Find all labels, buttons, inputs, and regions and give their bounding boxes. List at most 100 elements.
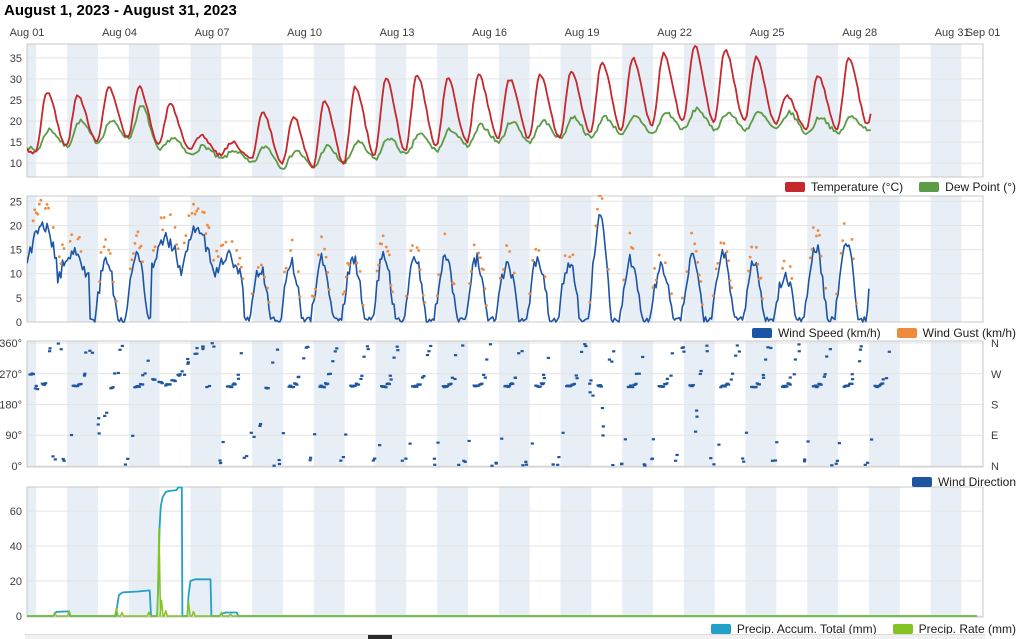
legend-swatch <box>785 181 806 192</box>
wind-gust-dot <box>296 270 300 274</box>
x-tick-label: Aug 10 <box>287 27 322 39</box>
wind-direction-dot <box>665 382 669 385</box>
legend-item[interactable]: Wind Direction <box>911 475 1016 489</box>
wind-direction-dot <box>634 372 639 375</box>
wind-gust-dot <box>344 275 348 279</box>
wind-direction-dot <box>258 424 262 428</box>
scrollbar-handle[interactable] <box>368 635 392 639</box>
wind-direction-dot <box>607 358 612 361</box>
day-band <box>190 44 222 177</box>
wind-direction-dot <box>275 348 280 351</box>
wind-gust-dot <box>290 238 294 242</box>
wind-direction-dot <box>433 463 437 466</box>
day-band <box>745 341 777 467</box>
wind-direction-dot <box>239 352 243 355</box>
compass-label: E <box>991 430 998 442</box>
wind-direction-dot <box>427 350 431 353</box>
day-band <box>683 487 715 617</box>
wind-direction-dot <box>642 463 646 466</box>
wind-direction-dot <box>137 385 141 388</box>
wind-direction-dot <box>599 385 603 388</box>
wind-direction-dot <box>408 442 412 445</box>
wind-direction-dot <box>153 378 157 381</box>
day-band <box>313 341 345 467</box>
wind-direction-dot <box>33 387 38 390</box>
wind-gust-dot <box>79 250 83 253</box>
wind-direction-dot <box>869 438 874 441</box>
legend-item[interactable]: Dew Point (°) <box>919 180 1016 194</box>
wind-gust-dot <box>386 249 390 253</box>
wind-gust-dot <box>284 266 288 270</box>
wind-gust-dot <box>512 271 516 275</box>
wind-direction-dot <box>521 464 525 467</box>
wind-gust-dot <box>141 260 145 264</box>
time-scrollbar[interactable] <box>25 634 985 639</box>
wind-direction-dot <box>164 384 168 387</box>
y-tick-label: 60 <box>10 506 22 518</box>
wind-gust-dot <box>502 268 505 271</box>
legend-item[interactable]: Wind Gust (km/h) <box>896 326 1016 340</box>
day-band <box>128 196 160 322</box>
plot-border <box>26 43 984 178</box>
wind-direction-dot <box>694 430 698 433</box>
wind-direction-dot <box>674 459 678 462</box>
wind-gust-dot <box>443 232 447 236</box>
wind-gust-dot <box>263 275 266 279</box>
wind-gust-dot <box>696 260 700 264</box>
wind-direction-dot <box>118 348 122 351</box>
day-band <box>27 341 37 467</box>
wind-direction-dot <box>418 383 422 386</box>
wind-direction-dot <box>785 385 789 388</box>
y-tick-label: 180° <box>0 400 22 412</box>
wind-gust-dot <box>472 243 476 247</box>
day-band <box>868 44 900 177</box>
wind-direction-dot <box>131 434 135 437</box>
wind-direction-dot <box>857 360 862 363</box>
legend-item[interactable]: Wind Speed (km/h) <box>751 326 881 340</box>
wind-direction-dot <box>612 350 616 353</box>
wind-direction-dot <box>322 386 326 389</box>
wind-direction-dot <box>881 382 885 385</box>
wind-direction-dot <box>335 347 339 350</box>
y-tick-label: 0° <box>11 461 22 473</box>
wind-gust-dot <box>685 270 689 274</box>
wind-gust-dot <box>161 228 165 232</box>
wind-gust-dot <box>839 251 843 255</box>
wind-gust-dot <box>391 290 394 294</box>
wind-direction-dot <box>353 384 357 388</box>
panel-wind: 0 5 10 15 20 25 <box>10 195 984 329</box>
wind-gust-dot <box>320 235 323 239</box>
wind-gust-dot <box>169 213 172 217</box>
legend-item[interactable]: Temperature (°C) <box>785 180 903 194</box>
wind-gust-dot <box>415 246 419 250</box>
wind-gust-dot <box>153 245 157 249</box>
wind-gust-dot <box>135 234 138 238</box>
wind-gust-dot <box>130 258 134 262</box>
x-tick-label: Sep 01 <box>965 27 1001 39</box>
panel-wind_direction: 0° N 90° E 180° S 270° W 360° N <box>0 338 1002 473</box>
wind-direction-dot <box>541 382 546 385</box>
wind-direction-dot <box>442 386 447 389</box>
wind-gust-dot <box>380 242 384 246</box>
legend-label: Precip. Accum. Total (mm) <box>736 621 877 636</box>
wind-gust-dot <box>37 202 41 206</box>
wind-direction-dot <box>183 373 187 376</box>
wind-gust-dot <box>323 247 326 251</box>
wind-direction-dot <box>387 382 391 386</box>
wind-direction-dot <box>764 358 768 361</box>
wind-direction-dot <box>863 463 867 466</box>
wind-direction-dot <box>113 372 117 375</box>
day-band <box>437 341 468 467</box>
wind-direction-dot <box>610 360 614 363</box>
wind-direction-dot <box>287 385 291 388</box>
wind-gust-dot <box>343 290 347 294</box>
wind-gust-dot <box>267 301 271 304</box>
wind-gust-dot <box>341 292 345 296</box>
wind-direction-dot <box>507 384 511 388</box>
legend-item[interactable]: Precip. Rate (mm) <box>892 622 1016 636</box>
wind-direction-dot <box>396 349 400 352</box>
wind-direction-dot <box>88 349 92 352</box>
wind-direction-dot <box>627 385 632 389</box>
wind-gust-dot <box>485 304 488 307</box>
legend-item[interactable]: Precip. Accum. Total (mm) <box>710 621 877 636</box>
